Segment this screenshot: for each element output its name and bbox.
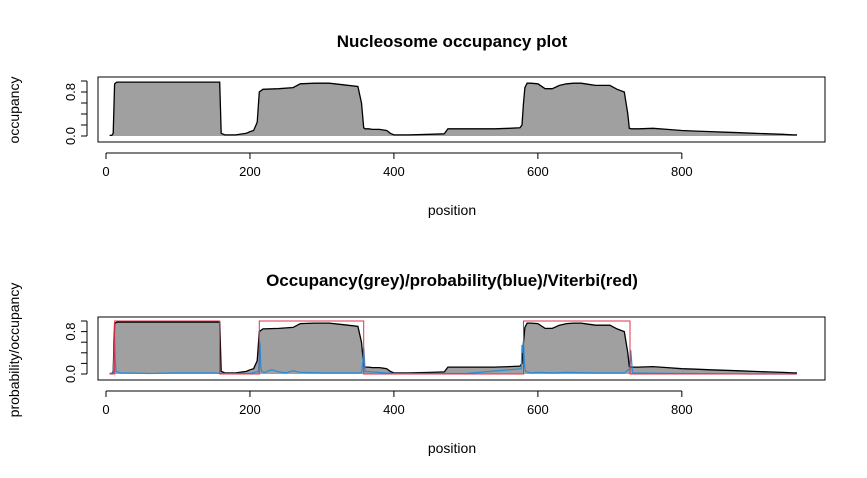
y-tick-label: 0.8 [63, 323, 78, 341]
x-tick-label: 400 [383, 402, 405, 417]
x-tick-label: 200 [239, 402, 261, 417]
x-axis: 0 200 400 600 800 [102, 152, 693, 179]
y-tick-label: 0.0 [63, 365, 78, 383]
plot-area [109, 320, 798, 375]
x-tick-label: 800 [671, 402, 693, 417]
probability-line [109, 342, 797, 375]
x-tick-label: 600 [527, 402, 549, 417]
occupancy-line [109, 321, 797, 375]
y-tick-label: 0.0 [63, 127, 78, 145]
y-axis-title: probability/occupancy [6, 283, 22, 418]
probability-panel: Occupancy(grey)/probability(blue)/Viterb… [6, 271, 826, 456]
x-axis-title: position [428, 440, 476, 456]
x-tick-label: 800 [671, 164, 693, 179]
x-tick-label: 0 [102, 402, 109, 417]
y-axis: 0.0 0.8 [63, 80, 88, 145]
chart-title: Occupancy(grey)/probability(blue)/Viterb… [266, 271, 638, 290]
y-axis: 0.0 0.8 [63, 320, 88, 383]
occupancy-area [109, 322, 798, 374]
x-tick-label: 600 [527, 164, 549, 179]
plot-frame [97, 316, 826, 381]
plot-area [109, 81, 798, 137]
y-tick-label: 0.8 [63, 83, 78, 101]
x-axis: 0 200 400 600 800 [102, 390, 693, 417]
occupancy-line [109, 81, 797, 137]
occupancy-area [109, 82, 798, 136]
occupancy-panel: Nucleosome occupancy plot 0 200 400 600 800 … [6, 32, 826, 218]
x-tick-label: 0 [102, 164, 109, 179]
x-tick-label: 400 [383, 164, 405, 179]
y-axis-title: occupancy [6, 77, 22, 144]
plot-frame [97, 76, 826, 143]
x-tick-label: 200 [239, 164, 261, 179]
chart-title: Nucleosome occupancy plot [337, 32, 568, 51]
x-axis-title: position [428, 202, 476, 218]
viterbi-line [109, 320, 797, 375]
